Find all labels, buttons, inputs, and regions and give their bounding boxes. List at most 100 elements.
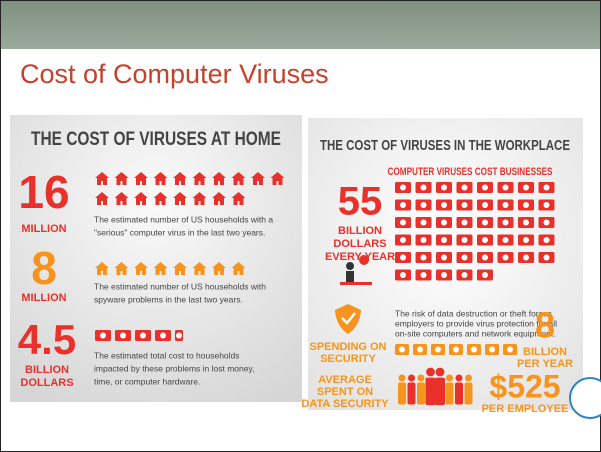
money-mark [421,255,427,261]
money-mark [441,272,447,278]
money-mark [462,237,468,243]
money-mark [441,255,447,261]
stat-figure: 16 [18,166,69,218]
person-icon [446,375,453,382]
money-mark [523,185,529,191]
money-mark [421,237,427,243]
person-icon [398,383,406,405]
cost-figure: 55 [338,180,383,224]
person-icon [408,375,415,382]
person-icon [418,375,425,382]
person-icon [435,378,445,406]
money-mark [421,185,427,191]
money-mark [160,333,166,339]
money-mark [435,347,441,353]
money-mark [453,347,459,353]
home-panel: THE COST OF VIRUSES AT HOME 16 MILLION T… [10,115,302,402]
stat-figure: 8 [31,242,57,294]
spending-text: on-site computers and network equipment. [395,328,556,338]
money-mark [421,220,427,226]
person-icon [408,383,416,405]
money-mark [482,220,488,226]
money-mark [417,347,423,353]
money-mark [100,333,106,339]
money-mark [400,202,406,208]
money-mark [462,272,468,278]
person-icon [426,368,435,377]
money-mark [523,202,529,208]
spending-label: SECURITY [320,353,376,365]
stat-unit: BILLION [25,364,69,376]
money-mark [120,333,126,339]
money-mark [176,333,182,339]
money-mark [441,237,447,243]
spending-text: The risk of data destruction or theft fo… [395,308,552,318]
person-icon [417,383,425,405]
money-mark [441,220,447,226]
stat-text: spyware problems in the last two years. [94,294,243,304]
money-mark [544,185,550,191]
money-mark [462,185,468,191]
spending-figure: 8 [535,305,555,346]
stat-figure: 4.5 [18,316,76,363]
slide: Cost of Computer Viruses THE COST OF VIR… [0,0,601,452]
stat-text: time, or computer hardware. [94,376,200,386]
stat-unit: MILLION [21,223,66,235]
money-mark [400,237,406,243]
spending-label: SPENDING ON [309,341,386,353]
money-mark [544,255,550,261]
money-mark [523,255,529,261]
money-mark [482,185,488,191]
money-mark [482,237,488,243]
money-mark [462,255,468,261]
money-mark [523,237,529,243]
person-icon [465,383,473,405]
stat-text: The estimated number of US households wi… [94,214,273,224]
money-mark [400,255,406,261]
money-mark [140,333,146,339]
money-mark [400,220,406,226]
person-icon [426,378,436,406]
money-mark [421,202,427,208]
stat-unit: MILLION [21,292,66,304]
stat-text: "serious" computer virus in the last two… [94,227,265,237]
person-icon [436,368,445,377]
money-mark [462,220,468,226]
person-icon [456,375,463,382]
money-mark [503,237,509,243]
header-band [1,1,600,49]
money-mark [544,220,550,226]
money-mark [421,272,427,278]
money-mark [523,220,529,226]
money-mark [489,347,495,353]
spending-unit: BILLION [523,346,567,358]
money-mark [399,347,405,353]
stat-unit: DOLLARS [20,377,73,389]
average-label: DATA SECURITY [301,398,389,410]
alert-icon [359,255,369,265]
average-label: AVERAGE [318,374,372,386]
spending-text: employers to provide virus protection fo… [395,318,557,328]
money-mark [482,272,488,278]
stat-text: impacted by these problems in lost money… [94,363,254,373]
money-mark [544,237,550,243]
person-head [346,262,354,270]
stat-text: The estimated total cost to households [94,350,240,360]
money-mark [462,202,468,208]
person-icon [455,383,463,405]
slide-title: Cost of Computer Viruses [20,59,329,89]
money-mark [503,202,509,208]
average-unit: PER EMPLOYEE [482,403,569,415]
person-icon [399,375,406,382]
money-mark [441,202,447,208]
cost-unit: DOLLARS [333,238,386,250]
money-mark [471,347,477,353]
panel-subheading: COMPUTER VIRUSES COST BUSINESSES [388,166,553,178]
money-mark [544,202,550,208]
money-mark [503,185,509,191]
money-mark [441,185,447,191]
money-mark [503,255,509,261]
desk-icon [340,282,372,285]
money-mark [482,202,488,208]
money-mark [400,185,406,191]
